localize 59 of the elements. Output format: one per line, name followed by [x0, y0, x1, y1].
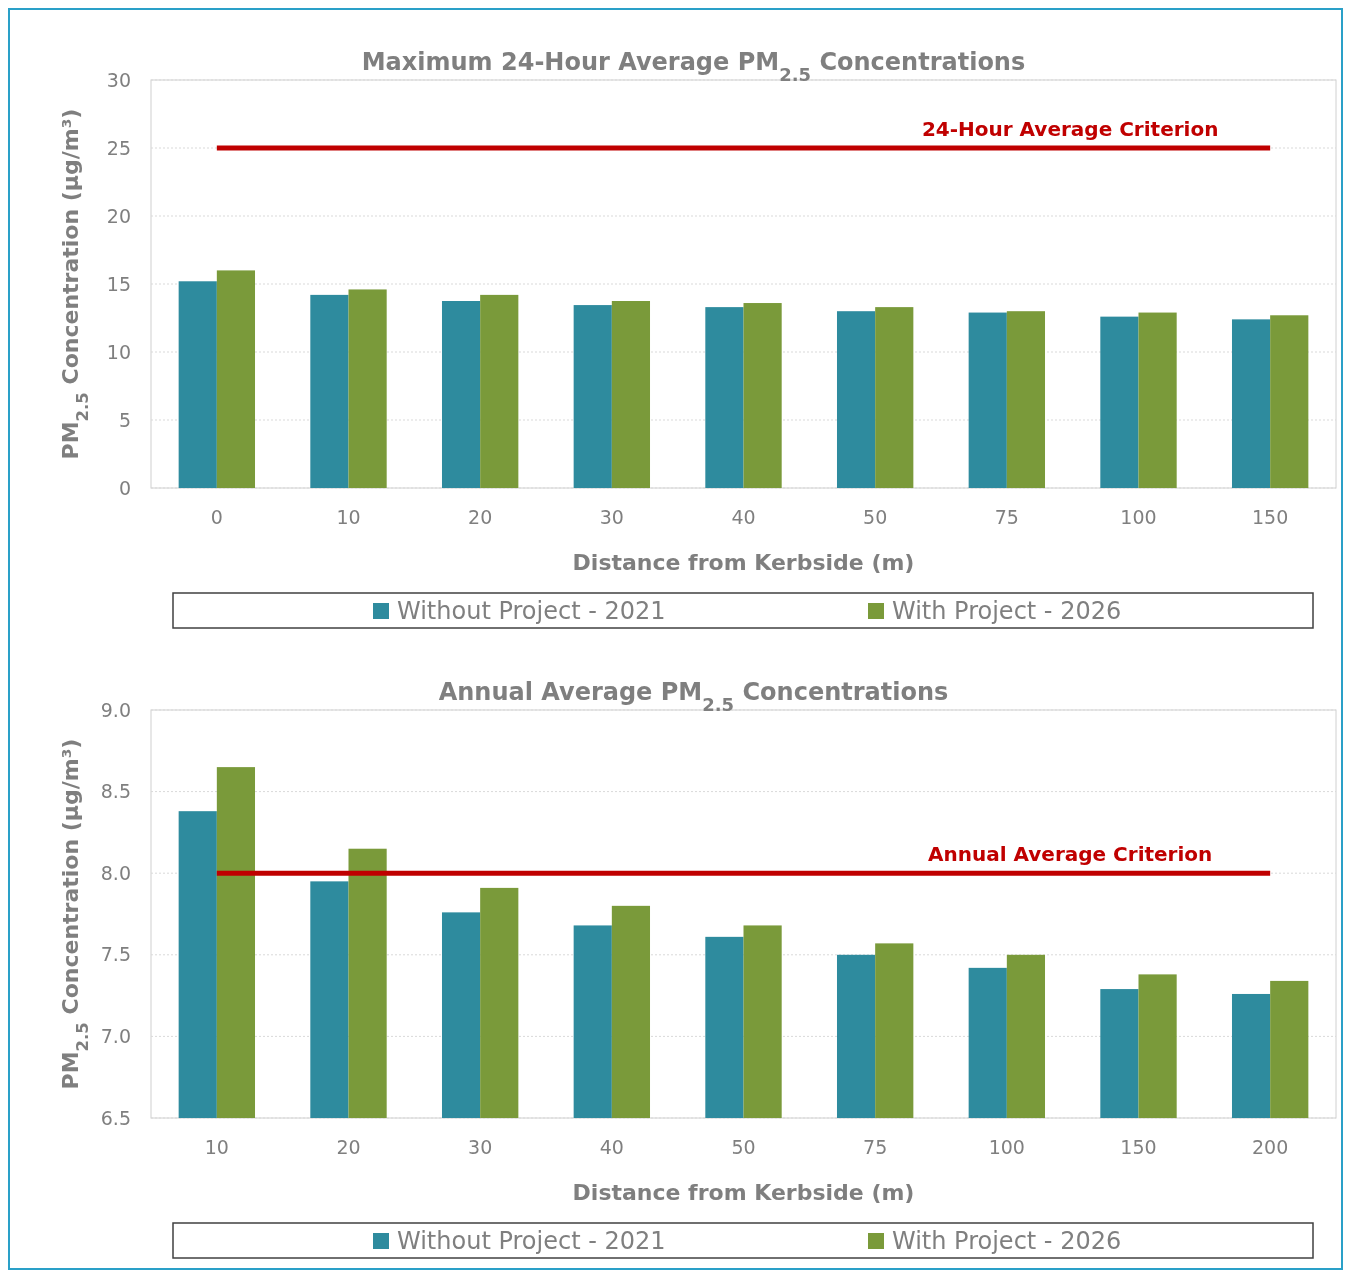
bar	[705, 307, 744, 488]
y-tick-label: 20	[106, 204, 131, 227]
bar	[441, 301, 481, 488]
x-tick-label: 150	[1120, 1136, 1157, 1158]
bar	[178, 281, 217, 488]
x-tick-label: 100	[988, 1136, 1025, 1158]
ref-line-label: 24-Hour Average Criterion	[921, 117, 1219, 141]
y-tick-label: 0	[118, 476, 131, 499]
legend-label: With Project - 2026	[892, 597, 1122, 626]
bar	[1231, 319, 1271, 488]
chart-title: Maximum 24-Hour Average PM$_{2.5}$ Concentrations	[361, 48, 1026, 85]
y-tick-label: 8.0	[100, 861, 131, 884]
x-tick-label: 10	[336, 506, 361, 528]
legend-label: Without Project - 2021	[397, 1227, 666, 1256]
x-tick-label: 20	[468, 506, 493, 528]
bar	[743, 303, 782, 488]
x-tick-label: 75	[994, 506, 1019, 528]
y-tick-label: 10	[106, 340, 131, 363]
bar	[1270, 315, 1309, 488]
bar	[836, 311, 876, 488]
bar	[1100, 316, 1139, 488]
legend-label: With Project - 2026	[892, 1227, 1122, 1256]
y-tick-label: 7.5	[100, 943, 131, 966]
x-tick-label: 150	[1252, 506, 1289, 528]
bar	[1006, 311, 1046, 488]
bar	[310, 294, 349, 488]
x-tick-label: 50	[863, 506, 888, 528]
y-tick-label: 7.0	[100, 1025, 131, 1048]
x-tick-label: 100	[1120, 506, 1157, 528]
x-tick-label: 30	[599, 506, 624, 528]
bar	[348, 289, 387, 488]
y-tick-label: 9.0	[100, 698, 131, 721]
y-tick-label: 15	[106, 272, 131, 295]
x-tick-label: 0	[210, 506, 223, 528]
bar	[216, 270, 256, 488]
bar	[1138, 312, 1177, 488]
x-tick-label: 40	[731, 506, 756, 528]
y-tick-label: 5	[118, 408, 131, 431]
y-tick-label: 30	[106, 68, 131, 91]
x-tick-label: 200	[1252, 1136, 1289, 1158]
bar	[968, 312, 1007, 488]
x-tick-label: 10	[204, 1136, 229, 1158]
x-tick-label: 40	[599, 1136, 624, 1158]
x-axis-title: Distance from Kerbside (m)	[572, 1180, 915, 1205]
bar	[480, 294, 519, 488]
y-tick-label: 8.5	[100, 780, 131, 803]
y-tick-label: 6.5	[100, 1106, 131, 1129]
x-tick-label: 50	[731, 1136, 756, 1158]
x-tick-label: 30	[468, 1136, 493, 1158]
y-tick-label: 25	[106, 136, 131, 159]
bar	[875, 307, 914, 488]
chart-title: Annual Average PM$_{2.5}$ Concentrations	[438, 678, 949, 715]
legend-label: Without Project - 2021	[397, 597, 666, 626]
x-tick-label: 75	[863, 1136, 888, 1158]
bar	[573, 305, 612, 488]
x-axis-title: Distance from Kerbside (m)	[572, 550, 915, 575]
x-tick-label: 20	[336, 1136, 361, 1158]
ref-line-label: Annual Average Criterion	[928, 842, 1213, 867]
bar	[611, 301, 651, 488]
